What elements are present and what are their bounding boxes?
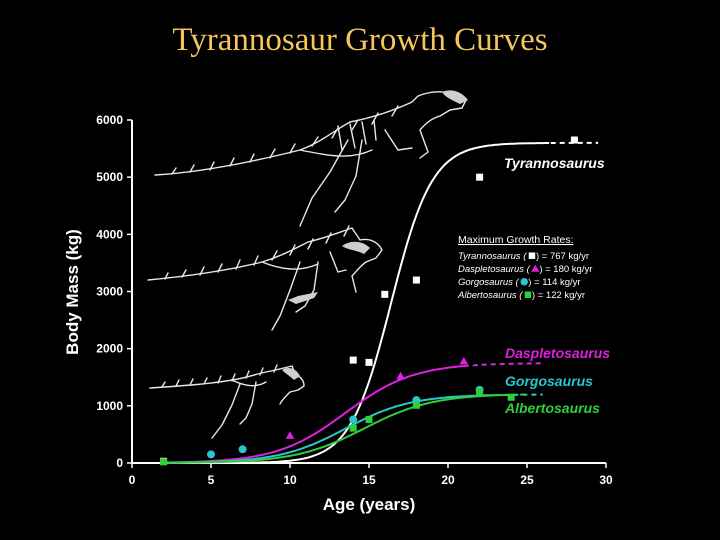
curve-extension-gorgosaurus <box>495 393 543 397</box>
point-gorgosaurus <box>207 450 215 459</box>
legend-species: Tyrannosaurus ( <box>458 251 527 262</box>
y-tick-label: 0 <box>116 456 123 470</box>
point-daspletosaurus <box>285 431 295 439</box>
growth-curves <box>163 141 599 464</box>
legend-rate: ) = 114 kg/yr <box>528 277 580 288</box>
legend-marker-gorgosaurus <box>520 277 528 286</box>
label-daspletosaurus: Daspletosaurus <box>505 345 610 361</box>
x-tick-label: 20 <box>441 473 455 487</box>
x-tick-label: 10 <box>283 473 297 487</box>
x-tick-label: 0 <box>129 473 136 487</box>
legend-marker-tyrannosaurus <box>528 252 536 259</box>
label-tyrannosaurus: Tyrannosaurus <box>504 155 605 171</box>
data-points <box>160 136 578 466</box>
point-daspletosaurus <box>459 356 469 365</box>
legend-row-gorgosaurus: Gorgosaurus ( ) = 114 kg/yr <box>458 277 581 288</box>
y-ticks: 0 1000 2000 3000 4000 5000 6000 <box>96 113 132 470</box>
label-albertosaurus: Albertosaurus <box>504 400 600 416</box>
legend-marker-daspletosaurus <box>531 264 540 272</box>
point-albertosaurus <box>412 401 420 409</box>
point-tyrannosaurus <box>570 136 578 144</box>
curve-tyrannosaurus <box>163 142 550 464</box>
growth-rate-legend: Maximum Growth Rates: Tyrannosaurus ( ) … <box>457 234 592 301</box>
point-tyrannosaurus <box>365 358 373 366</box>
x-tick-label: 30 <box>599 473 613 487</box>
legend-marker-albertosaurus <box>524 291 532 298</box>
y-tick-label: 1000 <box>96 399 123 413</box>
y-tick-label: 4000 <box>96 227 123 241</box>
point-albertosaurus <box>476 388 484 396</box>
small-skeleton-illustration <box>149 364 305 439</box>
y-axis-title: Body Mass (kg) <box>63 229 82 355</box>
point-albertosaurus <box>507 393 515 401</box>
legend-rate: ) = 122 kg/yr <box>532 290 585 301</box>
curve-daspletosaurus <box>163 365 464 464</box>
legend-species: Albertosaurus ( <box>457 290 523 301</box>
curve-albertosaurus <box>163 393 512 464</box>
legend-row-daspletosaurus: Daspletosaurus ( ) = 180 kg/yr <box>458 264 592 275</box>
point-gorgosaurus <box>238 445 247 454</box>
point-tyrannosaurus <box>349 356 357 364</box>
point-tyrannosaurus <box>412 276 420 284</box>
y-tick-label: 5000 <box>96 170 123 184</box>
legend-species: Gorgosaurus ( <box>458 277 520 288</box>
point-tyrannosaurus <box>381 290 389 298</box>
medium-skeleton-illustration <box>147 225 383 331</box>
point-tyrannosaurus <box>476 173 484 181</box>
point-albertosaurus <box>365 416 373 424</box>
legend-rate: ) = 767 kg/yr <box>536 251 589 262</box>
x-tick-label: 15 <box>362 473 376 487</box>
y-tick-label: 3000 <box>96 285 123 299</box>
point-albertosaurus <box>349 424 357 432</box>
legend-title: Maximum Growth Rates: <box>458 234 574 246</box>
legend-species: Daspletosaurus ( <box>458 264 531 275</box>
legend-rate: ) = 180 kg/yr <box>539 264 592 275</box>
x-ticks: 0 5 10 15 20 25 30 <box>129 463 613 487</box>
point-gorgosaurus <box>349 415 358 424</box>
point-daspletosaurus <box>396 371 405 380</box>
y-tick-label: 6000 <box>96 113 123 127</box>
x-tick-label: 25 <box>520 473 534 487</box>
large-skeleton-illustration <box>154 90 468 227</box>
y-tick-label: 2000 <box>96 342 123 356</box>
x-tick-label: 5 <box>208 473 215 487</box>
x-axis-title: Age (years) <box>323 495 416 514</box>
legend-row-albertosaurus: Albertosaurus ( ) = 122 kg/yr <box>457 290 585 301</box>
point-albertosaurus <box>160 458 168 466</box>
slide-title: Tyrannosaur Growth Curves <box>172 22 548 58</box>
curve-extension-daspletosaurus <box>463 362 543 367</box>
label-gorgosaurus: Gorgosaurus <box>505 373 593 389</box>
legend-row-tyrannosaurus: Tyrannosaurus ( ) = 767 kg/yr <box>458 251 589 262</box>
